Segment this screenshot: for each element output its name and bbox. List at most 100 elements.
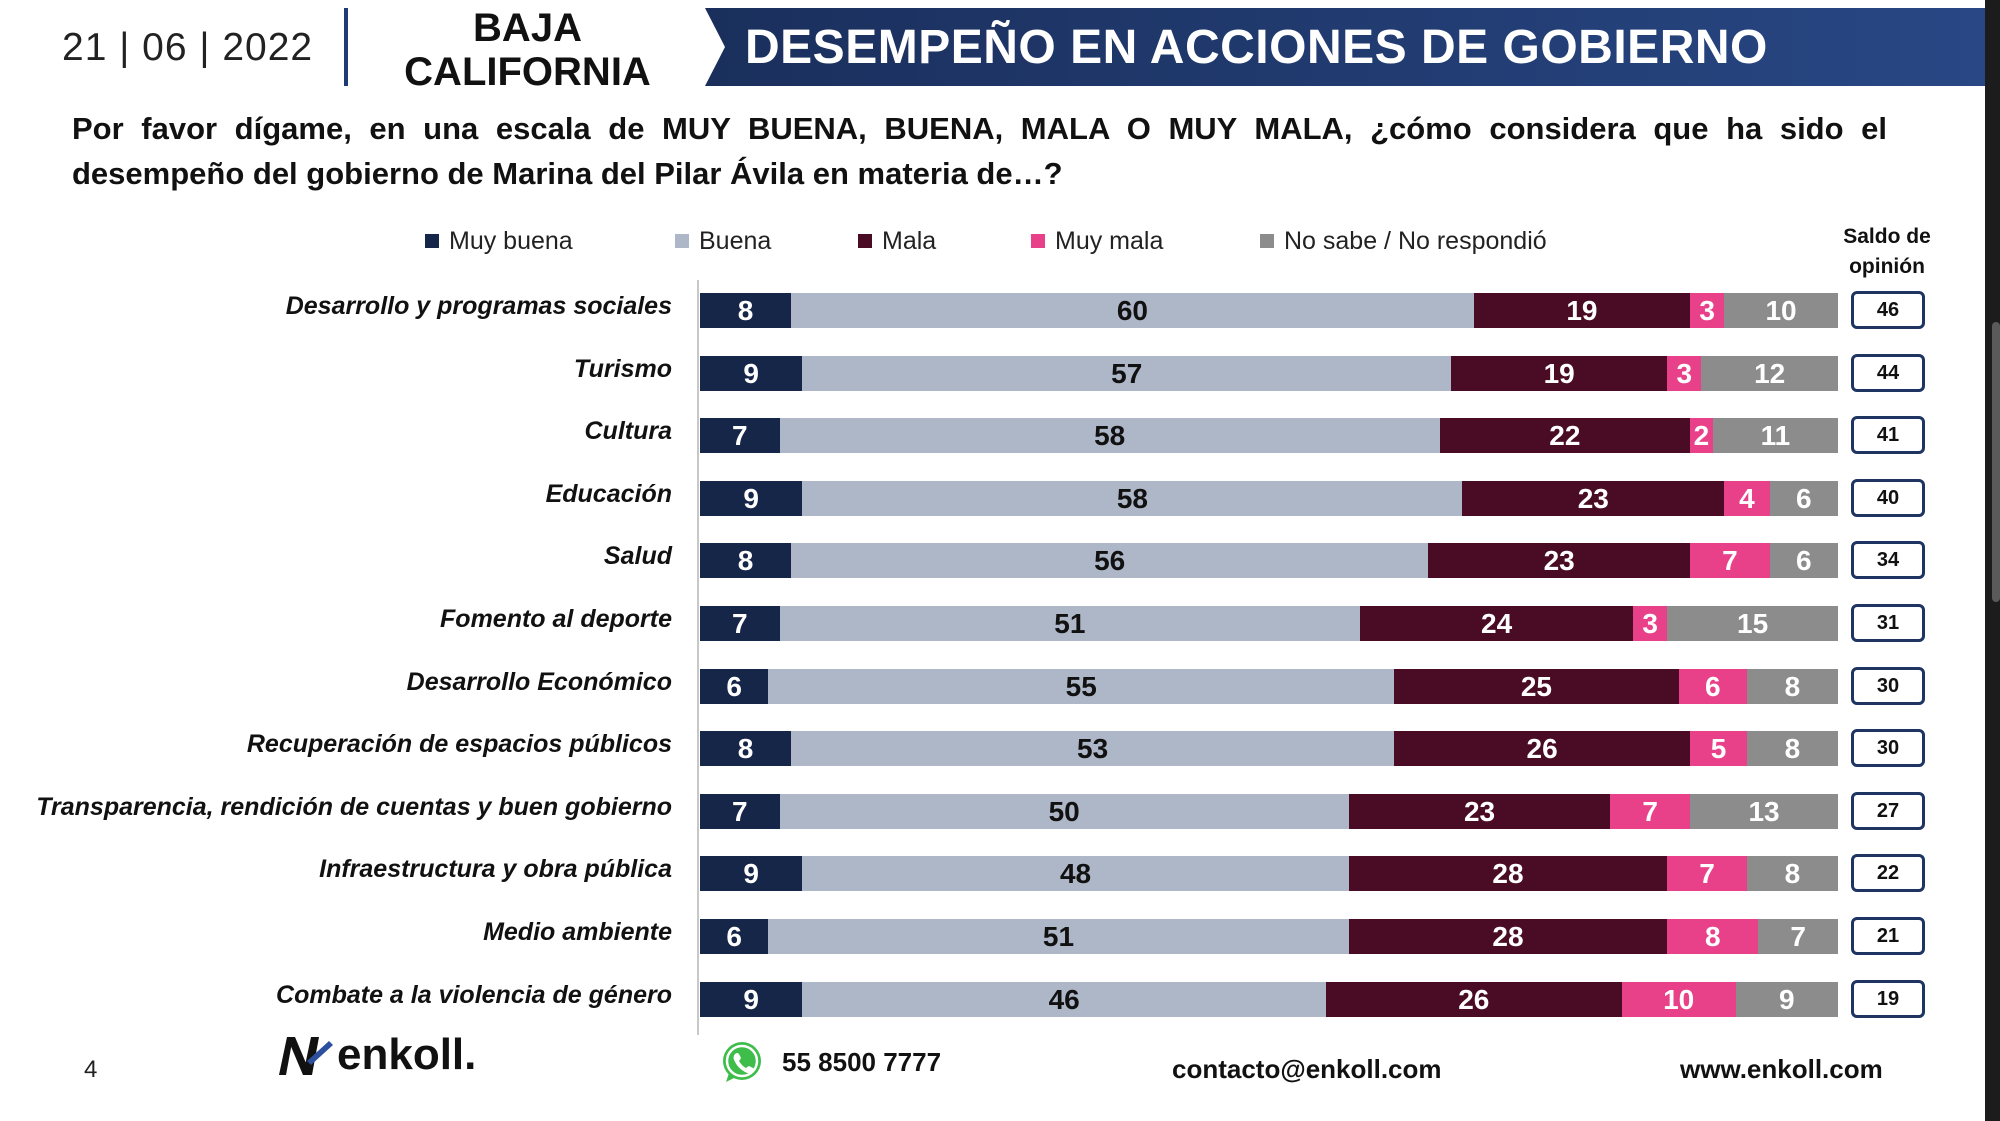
saldo-value: 40: [1851, 479, 1925, 517]
bar-row: 9 48 28 7 8: [700, 856, 1838, 891]
seg-no-sabe: 15: [1667, 606, 1838, 641]
seg-muy-mala: 7: [1667, 856, 1747, 891]
seg-muy-mala: 5: [1690, 731, 1747, 766]
seg-no-sabe: 7: [1758, 919, 1838, 954]
legend-item-no-sabe: No sabe / No respondió: [1260, 224, 1547, 258]
bar-row: 9 57 19 3 12: [700, 356, 1838, 391]
seg-mala: 19: [1451, 356, 1668, 391]
scroll-handle[interactable]: [1992, 322, 2000, 602]
legend-label: Buena: [699, 226, 772, 255]
saldo-value: 31: [1851, 604, 1925, 642]
legend-swatch: [1260, 234, 1274, 248]
seg-muy-mala: 3: [1633, 606, 1668, 641]
seg-mala: 26: [1394, 731, 1691, 766]
seg-no-sabe: 6: [1769, 543, 1838, 578]
seg-muy-mala: 3: [1690, 293, 1725, 328]
category-label: Infraestructura y obra pública: [319, 855, 672, 883]
seg-no-sabe: 8: [1746, 669, 1838, 704]
page-title: DESEMPEÑO EN ACCIONES DE GOBIERNO: [745, 21, 1768, 74]
seg-no-sabe: 6: [1769, 481, 1838, 516]
category-label: Fomento al deporte: [440, 605, 672, 633]
saldo-value: 41: [1851, 416, 1925, 454]
legend-item-mala: Mala: [858, 224, 936, 258]
seg-buena: 53: [791, 731, 1395, 766]
bar-row: 7 51 24 3 15: [700, 606, 1838, 641]
seg-muy-buena: 7: [700, 418, 780, 453]
seg-no-sabe: 9: [1735, 982, 1838, 1017]
date: 21 | 06 | 2022: [62, 26, 314, 69]
saldo-value: 19: [1851, 980, 1925, 1018]
header-divider: [344, 8, 348, 86]
seg-muy-mala: 6: [1678, 669, 1747, 704]
seg-muy-buena: 9: [700, 982, 803, 1017]
category-label: Educación: [545, 480, 672, 508]
chart-axis-line: [697, 280, 699, 1035]
bar-row: 7 50 23 7 13: [700, 794, 1838, 829]
legend-swatch: [858, 234, 872, 248]
seg-muy-mala: 4: [1724, 481, 1770, 516]
seg-mala: 23: [1462, 481, 1725, 516]
enkoll-logo-icon: [279, 1037, 333, 1075]
saldo-header-line-1: Saldo de: [1843, 225, 1931, 248]
seg-muy-mala: 10: [1621, 982, 1736, 1017]
whatsapp-icon: [723, 1042, 761, 1082]
seg-mala: 28: [1348, 919, 1668, 954]
seg-buena: 51: [768, 919, 1349, 954]
legend-item-muy-mala: Muy mala: [1031, 224, 1163, 258]
saldo-value: 30: [1851, 729, 1925, 767]
bar-row: 9 58 23 4 6: [700, 481, 1838, 516]
legend-label: Muy mala: [1055, 226, 1164, 255]
saldo-header: Saldo de opinión: [1826, 222, 1948, 282]
seg-no-sabe: 12: [1701, 356, 1838, 391]
seg-no-sabe: 8: [1746, 731, 1838, 766]
seg-mala: 22: [1439, 418, 1691, 453]
category-label: Desarrollo y programas sociales: [285, 292, 672, 320]
seg-mala: 23: [1428, 543, 1691, 578]
seg-mala: 25: [1394, 669, 1679, 704]
legend-swatch: [425, 234, 439, 248]
seg-buena: 55: [768, 669, 1395, 704]
saldo-header-line-2: opinión: [1849, 255, 1925, 278]
seg-muy-buena: 9: [700, 856, 803, 891]
seg-buena: 60: [791, 293, 1474, 328]
seg-muy-mala: 2: [1690, 418, 1713, 453]
seg-no-sabe: 8: [1746, 856, 1838, 891]
page-number: 4: [84, 1056, 98, 1083]
seg-muy-buena: 9: [700, 481, 803, 516]
seg-no-sabe: 11: [1712, 418, 1838, 453]
seg-muy-buena: 6: [700, 919, 769, 954]
contact-email: contacto@enkoll.com: [1172, 1054, 1442, 1084]
saldo-value: 27: [1851, 792, 1925, 830]
saldo-value: 30: [1851, 667, 1925, 705]
seg-no-sabe: 10: [1724, 293, 1838, 328]
seg-muy-buena: 8: [700, 543, 792, 578]
saldo-value: 46: [1851, 291, 1925, 329]
category-label: Combate a la violencia de género: [276, 981, 672, 1009]
legend-item-muy-buena: Muy buena: [425, 224, 573, 258]
seg-buena: 50: [779, 794, 1349, 829]
seg-muy-buena: 7: [700, 606, 780, 641]
region-line-2: CALIFORNIA: [404, 50, 651, 94]
bar-row: 6 55 25 6 8: [700, 669, 1838, 704]
legend-label: Muy buena: [449, 226, 573, 255]
logo-text: enkoll.: [337, 1030, 477, 1079]
seg-muy-buena: 6: [700, 669, 769, 704]
seg-muy-buena: 8: [700, 731, 792, 766]
seg-muy-buena: 8: [700, 293, 792, 328]
bar-row: 9 46 26 10 9: [700, 982, 1838, 1017]
seg-muy-mala: 3: [1667, 356, 1702, 391]
category-label: Desarrollo Económico: [406, 668, 672, 696]
seg-buena: 58: [802, 481, 1463, 516]
bar-row: 8 60 19 3 10: [700, 293, 1838, 328]
seg-muy-buena: 7: [700, 794, 780, 829]
seg-buena: 57: [802, 356, 1452, 391]
bar-row: 8 53 26 5 8: [700, 731, 1838, 766]
bar-row: 6 51 28 8 7: [700, 919, 1838, 954]
saldo-value: 21: [1851, 917, 1925, 955]
category-label: Turismo: [573, 355, 672, 383]
saldo-value: 34: [1851, 541, 1925, 579]
seg-muy-mala: 7: [1610, 794, 1691, 829]
seg-buena: 46: [802, 982, 1326, 1017]
category-label: Medio ambiente: [483, 918, 672, 946]
